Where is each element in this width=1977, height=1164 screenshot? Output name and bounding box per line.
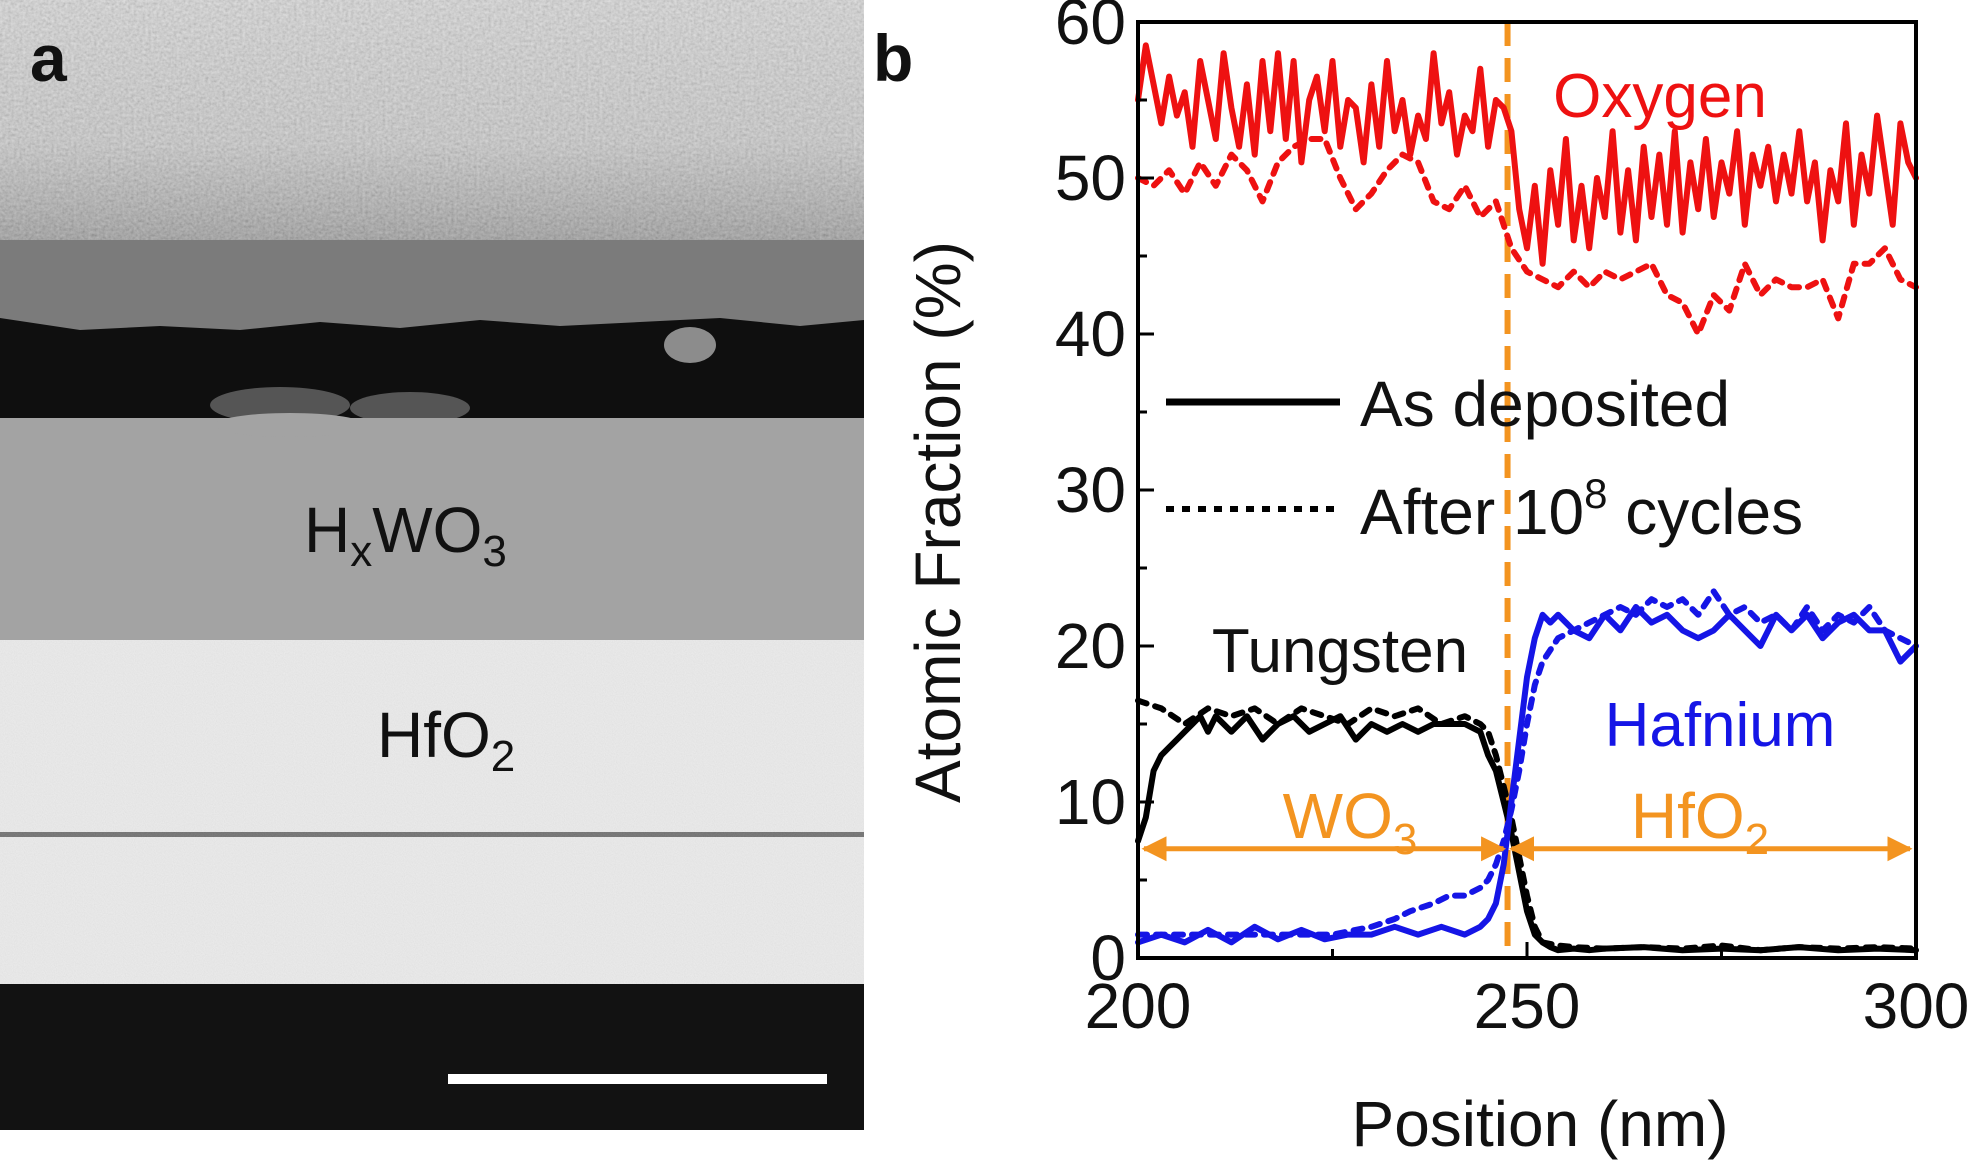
y-tick-label-0: 0 — [1090, 922, 1126, 994]
series-oxygen-after-1e8-cycles — [1135, 136, 1919, 337]
scale-bar — [448, 1074, 827, 1084]
tem-image — [0, 0, 864, 1130]
legend-after-cycles: After 108 cycles — [1360, 470, 1803, 548]
y-tick-label-40: 40 — [1055, 298, 1126, 370]
series-hafnium-after-1e8-cycles — [1135, 588, 1919, 938]
y-tick-label-20: 20 — [1055, 610, 1126, 682]
y-tick-label-60: 60 — [1055, 0, 1126, 58]
y-tick-label-50: 50 — [1055, 142, 1126, 214]
panel-a-label: a — [30, 21, 67, 95]
hxwo3-layer-label: HxWO3 — [304, 494, 507, 576]
series-oxygen-as-deposited — [1135, 42, 1919, 267]
y-axis-label: Atomic Fraction (%) — [902, 241, 974, 803]
x-tick-label-300: 300 — [1863, 970, 1970, 1042]
tungsten-label: Tungsten — [1212, 617, 1468, 686]
hfo2-region-label: HfO2 — [1631, 780, 1769, 864]
x-tick-label-200: 200 — [1085, 970, 1192, 1042]
x-axis-label: Position (nm) — [1352, 1088, 1729, 1160]
panel-b-label: b — [873, 21, 914, 95]
oxygen-label: Oxygen — [1553, 62, 1767, 131]
tick-marks — [1136, 20, 1918, 960]
y-tick-label-10: 10 — [1055, 766, 1126, 838]
x-tick-label-250: 250 — [1474, 970, 1581, 1042]
y-tick-label-30: 30 — [1055, 454, 1126, 526]
wo3-region-label: WO3 — [1283, 780, 1418, 864]
hafnium-label: Hafnium — [1605, 691, 1836, 760]
legend: As deposited After 108 cycles — [1166, 368, 1803, 548]
series-layer — [1135, 22, 1919, 958]
tem-micrograph-panel: a HxWO3 HfO2 — [0, 0, 864, 1130]
hfo2-layer-label: HfO2 — [377, 699, 516, 781]
legend-as-deposited: As deposited — [1360, 368, 1730, 440]
series-tungsten-after-1e8-cycles — [1135, 697, 1919, 954]
tick-labels: 0 10 20 30 40 50 60 200 250 300 — [1055, 0, 1970, 1042]
